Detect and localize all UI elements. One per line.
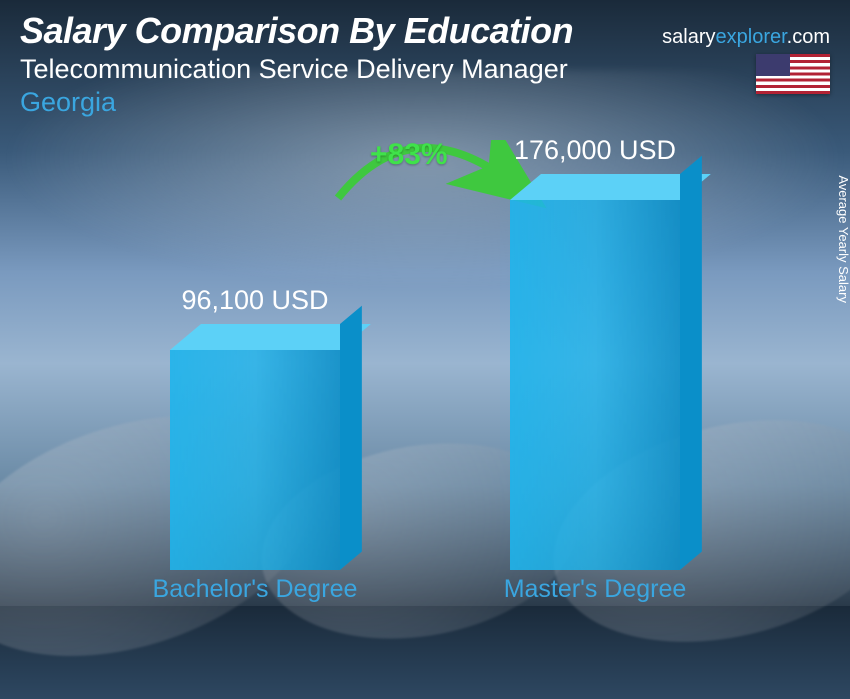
header-block: Salary Comparison By Education Telecommu… [20,10,573,118]
page-location: Georgia [20,87,573,118]
chart-area: +83% 96,100 USDBachelor's Degree 176,000 … [0,140,850,570]
bar-side-face [340,306,362,570]
brand-mid: explorer [716,26,787,48]
brand-suffix: .com [787,26,830,48]
bar: 96,100 USDBachelor's Degree [170,350,340,570]
bar-value-label: 176,000 USD [514,135,676,166]
bar-category-label: Master's Degree [504,575,687,604]
bar-front-face [510,200,680,570]
increase-arrow-icon [0,140,850,570]
bar: 176,000 USDMaster's Degree [510,200,680,570]
bar-category-label: Bachelor's Degree [153,575,358,604]
page-title: Salary Comparison By Education [20,10,573,52]
bar-value-label: 96,100 USD [181,285,328,316]
flag-icon [756,54,830,94]
brand-label: salaryexplorer.com [662,26,830,49]
brand-prefix: salary [662,26,715,48]
bar-front-face [170,350,340,570]
increase-percent-badge: +83% [370,138,448,172]
page-subtitle: Telecommunication Service Delivery Manag… [20,54,573,85]
bar-side-face [680,156,702,570]
